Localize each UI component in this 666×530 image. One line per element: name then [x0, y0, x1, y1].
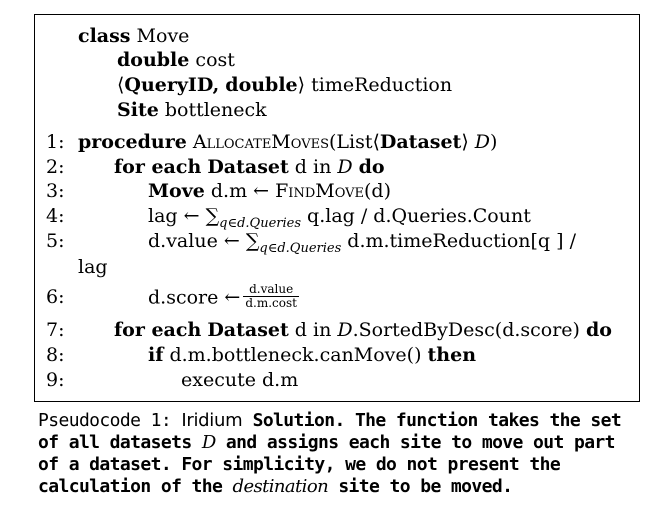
loop-text: d in	[294, 156, 332, 178]
line-number: 9:	[46, 369, 65, 391]
args-var: D	[474, 131, 491, 153]
angle-open: ⟨	[117, 74, 125, 96]
caption-title: Iridium	[181, 410, 243, 431]
caption-prefix: Pseudocode 1:	[38, 410, 172, 431]
field-tr-type-1: QueryID,	[124, 74, 220, 96]
angle-close: ⟩	[297, 74, 306, 96]
if-keyword: if	[148, 344, 164, 366]
line-number: 5:	[46, 230, 65, 252]
args-close-angle: ⟩	[461, 131, 475, 153]
caption-var: D	[201, 432, 216, 453]
line-number: 7:	[46, 319, 65, 341]
line-number: 3:	[46, 180, 65, 202]
lag-assign: lag ← ∑	[148, 205, 220, 227]
line-number: 6:	[46, 286, 65, 308]
line-number: 2:	[46, 156, 65, 178]
condition-text: d.m.bottleneck.canMove()	[169, 344, 422, 366]
fraction-numerator: d.value	[243, 283, 299, 297]
loop-var: D	[337, 319, 353, 341]
class-keyword: class	[78, 25, 131, 47]
procedure-name: AllocateMoves	[192, 131, 329, 153]
caption-text-c: site to be moved.	[338, 476, 513, 497]
field-tr-name: timeReduction	[311, 74, 453, 96]
wrap-text: lag	[78, 256, 108, 278]
execute-text: execute d.m	[181, 369, 299, 391]
caption-italic: destination	[232, 476, 329, 497]
figure-caption: Pseudocode 1: Iridium Solution. The func…	[38, 410, 642, 498]
line-number: 1:	[46, 131, 65, 153]
sum-subscript: q∈d.Queries	[219, 216, 301, 231]
for-each-keyword: for each	[114, 156, 202, 178]
fraction-denominator: d.m.cost	[245, 296, 297, 310]
args-close: )	[490, 131, 498, 153]
loop-var: D	[337, 156, 353, 178]
for-each-keyword: for each	[114, 319, 202, 341]
do-keyword: do	[358, 156, 385, 178]
dataset-type: Dataset	[207, 156, 289, 178]
algorithm-box: class Move double cost ⟨QueryID, double⟩…	[34, 14, 640, 402]
move-type: Move	[148, 180, 205, 202]
do-keyword: do	[586, 319, 612, 341]
class-name: Move	[136, 25, 190, 47]
find-move-arg: (d)	[364, 180, 392, 202]
field-bottleneck-name: bottleneck	[164, 99, 267, 121]
caption-text-b: and assigns each site to move out part o…	[38, 432, 616, 497]
assign-text: d.m ←	[210, 180, 270, 202]
procedure-keyword: procedure	[78, 131, 187, 153]
field-bottleneck-type: Site	[117, 99, 159, 121]
dataset-type: Dataset	[207, 319, 289, 341]
value-assign: d.value ← ∑	[148, 230, 260, 252]
score-fraction: d.value d.m.cost	[243, 283, 299, 310]
field-cost-name: cost	[195, 49, 235, 71]
loop-text: d in	[294, 319, 332, 341]
line-number: 4:	[46, 205, 65, 227]
score-assign: d.score ←	[148, 286, 241, 309]
caption-text-a: Solution. The function takes the set of …	[38, 410, 622, 453]
sort-expr: .SortedByDesc(d.score)	[352, 319, 580, 341]
args-open: (List⟨	[328, 131, 380, 153]
field-cost-type: double	[117, 49, 190, 71]
find-move-fn: FindMove	[275, 180, 365, 202]
value-expr: d.m.timeReduction[q ] /	[341, 230, 576, 252]
sum-subscript: q∈d.Queries	[259, 241, 342, 256]
field-tr-type-2: double	[225, 74, 298, 96]
args-type: Dataset	[379, 131, 462, 153]
line-number: 8:	[46, 344, 65, 366]
lag-expr: q.lag / d.Queries.Count	[301, 205, 531, 227]
then-keyword: then	[427, 344, 477, 366]
